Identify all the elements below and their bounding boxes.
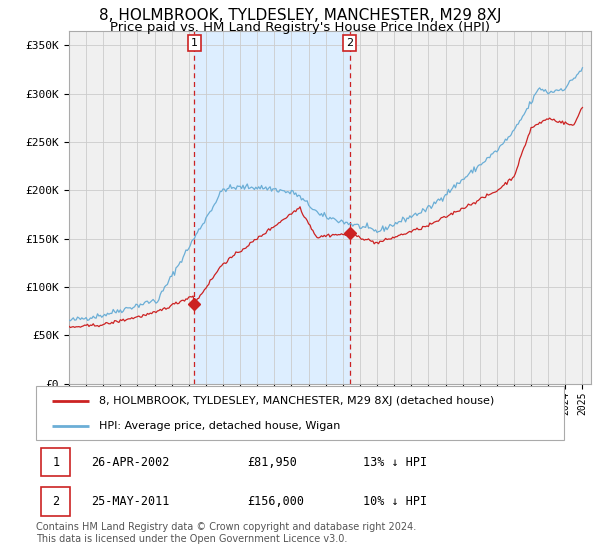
Text: 26-APR-2002: 26-APR-2002 bbox=[91, 455, 170, 469]
Bar bbox=[194, 31, 350, 384]
Text: Price paid vs. HM Land Registry's House Price Index (HPI): Price paid vs. HM Land Registry's House … bbox=[110, 21, 490, 34]
FancyBboxPatch shape bbox=[41, 487, 70, 516]
Text: 8, HOLMBROOK, TYLDESLEY, MANCHESTER, M29 8XJ (detached house): 8, HOLMBROOK, TYLDESLEY, MANCHESTER, M29… bbox=[100, 396, 494, 407]
Text: HPI: Average price, detached house, Wigan: HPI: Average price, detached house, Wiga… bbox=[100, 421, 341, 431]
Text: 8, HOLMBROOK, TYLDESLEY, MANCHESTER, M29 8XJ: 8, HOLMBROOK, TYLDESLEY, MANCHESTER, M29… bbox=[99, 8, 501, 24]
Text: £81,950: £81,950 bbox=[247, 455, 297, 469]
Text: 2: 2 bbox=[346, 38, 353, 48]
Text: 10% ↓ HPI: 10% ↓ HPI bbox=[364, 495, 427, 508]
Text: 1: 1 bbox=[191, 38, 198, 48]
Text: 13% ↓ HPI: 13% ↓ HPI bbox=[364, 455, 427, 469]
Text: 25-MAY-2011: 25-MAY-2011 bbox=[91, 495, 170, 508]
Text: 1: 1 bbox=[52, 455, 59, 469]
Text: Contains HM Land Registry data © Crown copyright and database right 2024.
This d: Contains HM Land Registry data © Crown c… bbox=[36, 522, 416, 544]
Text: £156,000: £156,000 bbox=[247, 495, 304, 508]
FancyBboxPatch shape bbox=[36, 386, 564, 440]
Text: 2: 2 bbox=[52, 495, 59, 508]
FancyBboxPatch shape bbox=[41, 447, 70, 477]
